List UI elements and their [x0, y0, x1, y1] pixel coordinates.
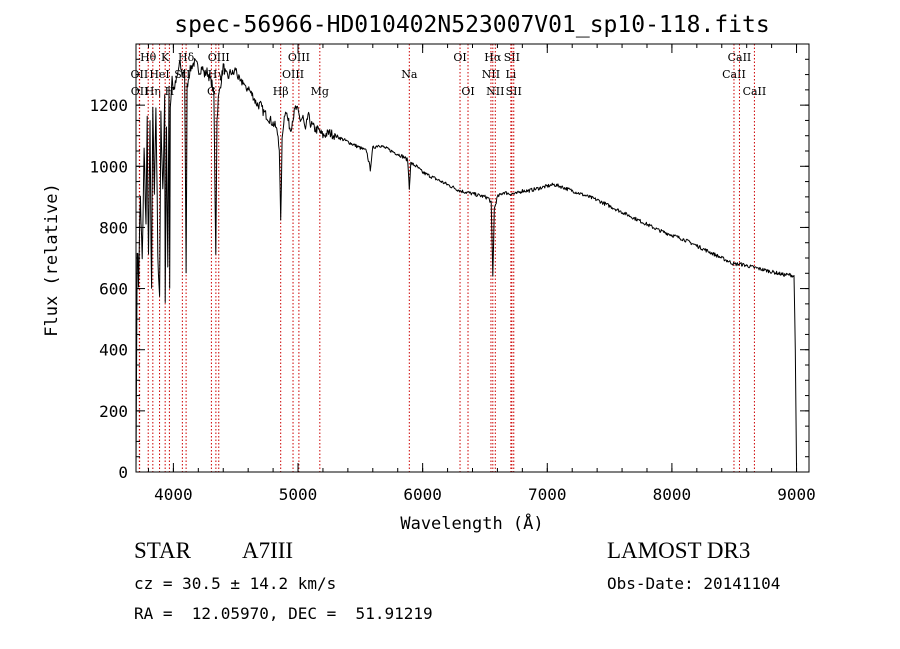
- line-marker-label-12: Hβ: [273, 85, 289, 98]
- x-tick-label-5: 9000: [777, 485, 816, 504]
- spectral-subclass: A7III: [242, 538, 294, 563]
- x-tick-label-0: 4000: [154, 485, 193, 504]
- x-tick-labels: 4000 5000 6000 7000 8000 9000: [154, 485, 816, 504]
- line-marker-label-0: Hθ: [140, 51, 157, 64]
- line-marker-label-23: Li: [505, 68, 516, 81]
- line-marker-label-21: NII: [486, 85, 504, 98]
- line-marker-label-4: HeI: [149, 68, 169, 81]
- spectral-line-markers: HθOIIOIIHηHeIKHSIIHδHγGOIIIHβOIIIOIIIMgN…: [131, 44, 767, 472]
- chart-title: spec-56966-HD010402N523007V01_sp10-118.f…: [174, 12, 769, 38]
- y-tick-label-1: 200: [99, 402, 128, 421]
- x-tick-label-2: 6000: [403, 485, 442, 504]
- object-class: STAR: [134, 538, 191, 563]
- line-marker-label-14: OIII: [288, 51, 310, 64]
- y-axis-label: Flux (relative): [42, 183, 62, 337]
- y-tick-label-2: 400: [99, 341, 128, 360]
- line-marker-label-3: Hη: [145, 85, 161, 98]
- y-tick-label-5: 1000: [89, 157, 128, 176]
- line-marker-label-15: Mg: [311, 85, 329, 98]
- line-marker-label-24: SII: [506, 85, 522, 98]
- line-marker-label-5: K: [161, 51, 170, 64]
- line-marker-label-13: OIII: [282, 68, 304, 81]
- redshift-readout: cz = 30.5 ± 14.2 km/s: [134, 574, 337, 593]
- y-tick-labels: 0 200 400 600 800 1000 1200: [89, 96, 128, 482]
- x-tick-label-4: 8000: [653, 485, 692, 504]
- y-tick-label-4: 800: [99, 218, 128, 237]
- line-marker-label-11: OIII: [208, 51, 230, 64]
- y-tick-label-0: 0: [118, 463, 128, 482]
- line-marker-label-27: CaII: [743, 85, 767, 98]
- axis-ticks: [136, 43, 809, 473]
- survey-name: LAMOST DR3: [607, 538, 751, 563]
- line-marker-label-25: CaII: [722, 68, 746, 81]
- spectrum-line: [135, 58, 797, 473]
- coordinates-readout: RA = 12.05970, DEC = 51.91219: [134, 604, 433, 623]
- plot-frame: [135, 43, 810, 473]
- line-marker-label-19: NII: [482, 68, 500, 81]
- line-marker-label-9: Hγ: [208, 68, 225, 81]
- x-tick-label-1: 5000: [279, 485, 318, 504]
- y-tick-label-6: 1200: [89, 96, 128, 115]
- x-tick-label-3: 7000: [528, 485, 567, 504]
- line-marker-label-16: Na: [401, 68, 418, 81]
- observation-date: Obs-Date: 20141104: [607, 574, 781, 593]
- spectrum-series: [135, 58, 797, 473]
- line-marker-label-26: CaII: [728, 51, 752, 64]
- line-marker-label-22: SII: [504, 51, 520, 64]
- line-marker-label-18: OI: [461, 85, 474, 98]
- line-marker-label-20: Hα: [484, 51, 502, 64]
- line-marker-label-17: OI: [453, 51, 466, 64]
- line-marker-label-10: G: [207, 85, 216, 98]
- y-tick-label-3: 600: [99, 280, 128, 299]
- line-marker-label-8: Hδ: [178, 51, 195, 64]
- x-axis-label: Wavelength (Å): [400, 512, 543, 534]
- line-marker-label-2: OII: [131, 85, 149, 98]
